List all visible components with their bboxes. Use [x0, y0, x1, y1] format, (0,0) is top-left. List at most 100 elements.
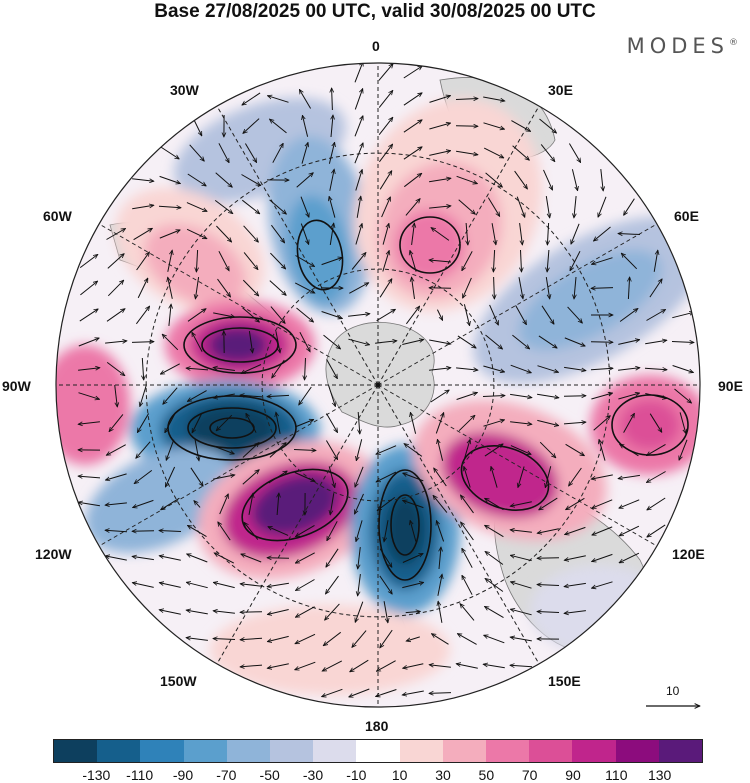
wind-vector — [133, 228, 153, 241]
wind-vector — [510, 530, 532, 533]
wind-vector — [300, 223, 308, 245]
wind-vector — [485, 606, 504, 619]
wind-vector — [537, 528, 559, 533]
meridian-line — [216, 384, 379, 665]
wind-vector — [78, 338, 99, 347]
wind-vector — [590, 368, 613, 369]
wind-vector — [243, 252, 258, 269]
wind-vector — [671, 342, 694, 343]
wind-vector — [242, 443, 259, 458]
wind-vector — [218, 143, 229, 162]
wind-vector — [325, 603, 340, 620]
wind-vector — [354, 493, 364, 514]
wind-vector — [379, 279, 392, 298]
colorbar-tick-label: 130 — [647, 767, 672, 783]
wind-vector — [268, 526, 289, 536]
meridian-line — [377, 223, 658, 386]
wind-vector — [377, 496, 396, 510]
wind-vector — [134, 469, 153, 483]
wind-vector — [194, 501, 201, 508]
wind-vector — [510, 445, 531, 455]
wind-vector — [457, 634, 477, 645]
wind-vector — [162, 334, 179, 351]
wind-vector — [105, 341, 127, 343]
wind-vector — [137, 413, 150, 433]
wind-vector — [219, 494, 229, 515]
wind-vector — [485, 172, 503, 187]
wind-vector — [300, 196, 309, 218]
wind-vector — [592, 257, 613, 265]
wind-vector — [159, 556, 181, 561]
wind-vector — [186, 202, 207, 212]
wind-vector — [510, 665, 533, 666]
wind-vector — [325, 440, 337, 460]
wind-vector — [618, 393, 639, 400]
wind-vector — [240, 612, 263, 613]
wind-vector — [592, 581, 613, 588]
wind-vector — [328, 466, 335, 487]
modes-logo: MODES® — [627, 34, 738, 58]
wind-vector — [489, 304, 499, 325]
wind-vector — [516, 196, 525, 218]
wind-vector — [429, 96, 451, 103]
wind-vector — [213, 582, 235, 589]
colorbar-segment — [442, 740, 487, 762]
meridian-line — [377, 105, 540, 386]
wind-vector — [541, 305, 554, 324]
wind-vector — [136, 252, 150, 271]
wind-vector — [105, 556, 127, 561]
wind-vector — [191, 412, 203, 433]
wind-vector — [196, 249, 197, 272]
wind-vector — [460, 604, 475, 621]
wind-vector — [296, 173, 314, 188]
colorbar-tick-label: 30 — [435, 767, 451, 783]
wind-vector — [430, 390, 449, 403]
wind-vector — [131, 342, 154, 343]
wind-vector — [248, 493, 253, 515]
wind-vector — [242, 92, 261, 105]
lon-label-150w: 150W — [160, 673, 197, 689]
wind-vector — [515, 305, 527, 324]
meridian-line — [98, 223, 379, 386]
wind-vector — [169, 304, 171, 326]
wind-vector — [329, 223, 333, 245]
wind-vector — [487, 197, 499, 217]
wind-vector — [649, 279, 662, 298]
wind-vector — [160, 363, 180, 374]
wind-vector — [483, 147, 504, 159]
wind-vector — [539, 118, 557, 133]
wind-vectors — [78, 63, 694, 697]
wind-vector — [510, 364, 532, 373]
wind-vector — [106, 361, 125, 375]
wind-vector — [213, 312, 235, 317]
wind-vector — [511, 120, 530, 132]
wind-vector — [159, 175, 181, 183]
colorbar-segment — [226, 740, 271, 762]
wind-vector — [483, 420, 505, 427]
wind-vector — [213, 611, 235, 614]
wind-vector — [402, 553, 423, 563]
wind-vector — [267, 558, 290, 559]
colorbar — [53, 739, 703, 763]
wind-vector — [402, 690, 424, 695]
wind-vector — [645, 393, 666, 399]
wind-vector — [403, 147, 422, 160]
wind-vector — [326, 413, 338, 433]
wind-vector — [348, 338, 369, 345]
wind-vector — [539, 497, 558, 510]
wind-vector — [570, 250, 581, 271]
wind-vector — [436, 309, 444, 321]
wind-vector — [484, 444, 503, 457]
wind-vector — [455, 99, 478, 100]
wind-vector — [619, 309, 638, 322]
wind-vector — [598, 196, 607, 217]
wind-vector — [403, 93, 422, 106]
wind-vector — [244, 143, 256, 163]
wind-vector — [160, 146, 179, 159]
wind-vector — [246, 413, 257, 433]
colorbar-segment — [313, 740, 357, 762]
colorbar-segment — [486, 740, 530, 762]
wind-vector — [463, 439, 470, 461]
wind-vector — [456, 393, 478, 400]
colorbar-tick-label: -90 — [172, 767, 194, 783]
